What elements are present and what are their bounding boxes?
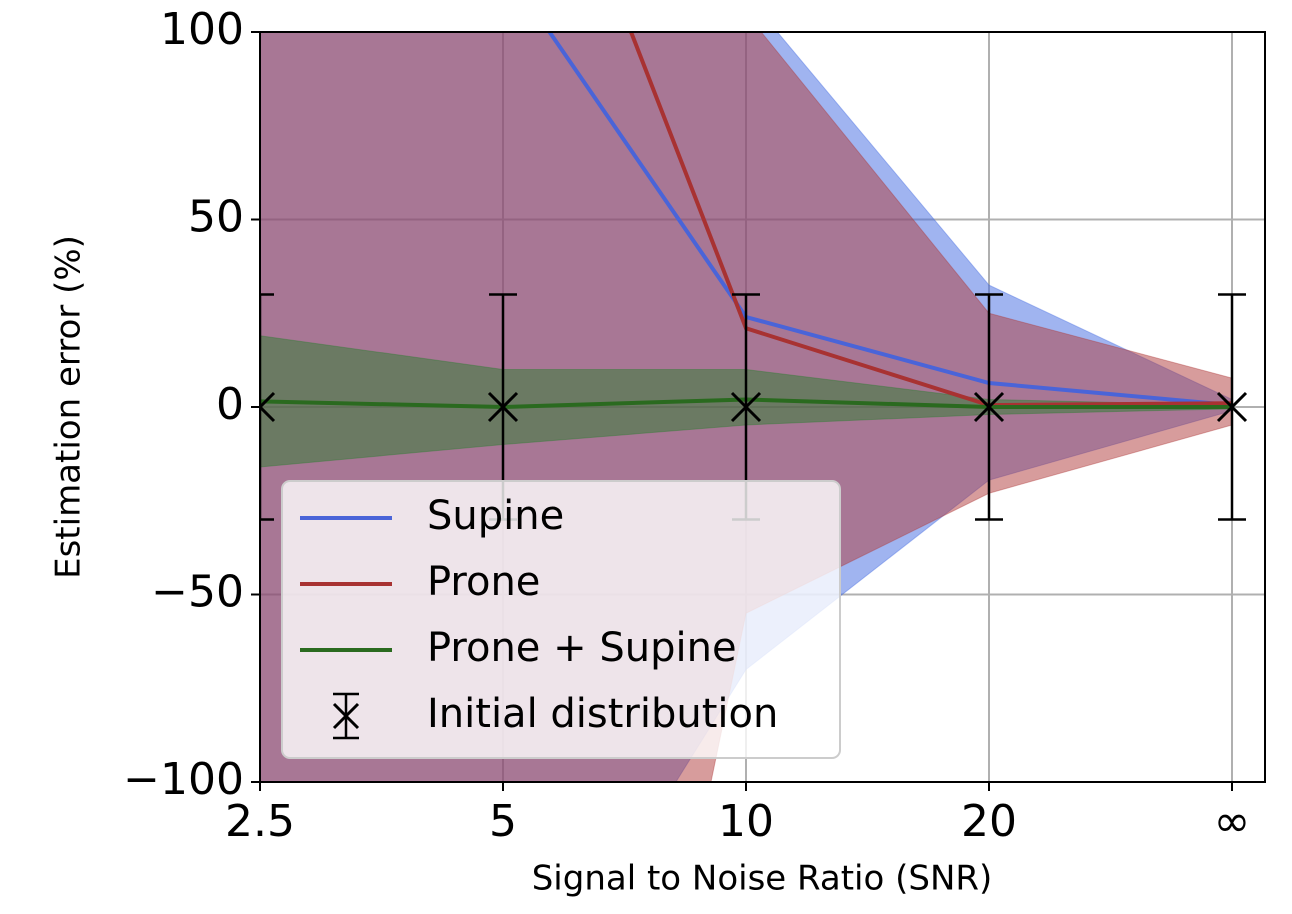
ticks: −100 −50 0 50 100 2.5 5 10 20 ∞ bbox=[123, 4, 1250, 847]
y-tick-label: 100 bbox=[160, 4, 244, 55]
y-tick-label: −50 bbox=[151, 567, 244, 618]
legend-box bbox=[281, 480, 841, 759]
y-tick-label: −100 bbox=[123, 754, 244, 805]
legend-label: Supine bbox=[427, 493, 564, 539]
x-axis-label: Signal to Noise Ratio (SNR) bbox=[532, 859, 993, 899]
y-axis-label: Estimation error (%) bbox=[49, 235, 89, 579]
x-tick-label: 20 bbox=[961, 796, 1017, 847]
legend-swatch bbox=[332, 702, 360, 730]
legend: Supine Prone Prone + Supine Initial distrib… bbox=[281, 480, 841, 759]
marker bbox=[730, 391, 762, 423]
x-tick-label: 10 bbox=[718, 796, 774, 847]
y-tick-label: 0 bbox=[216, 379, 244, 430]
legend-label: Prone + Supine bbox=[427, 625, 737, 671]
marker bbox=[973, 391, 1005, 423]
x-tick-label: ∞ bbox=[1214, 796, 1251, 847]
marker bbox=[1216, 391, 1248, 423]
x-tick-label: 2.5 bbox=[225, 796, 295, 847]
x-tick-label: 5 bbox=[489, 796, 517, 847]
y-tick-label: 50 bbox=[188, 192, 244, 243]
legend-label: Initial distribution bbox=[427, 691, 778, 737]
legend-label: Prone bbox=[427, 559, 540, 605]
marker bbox=[487, 391, 519, 423]
marker bbox=[260, 391, 276, 423]
